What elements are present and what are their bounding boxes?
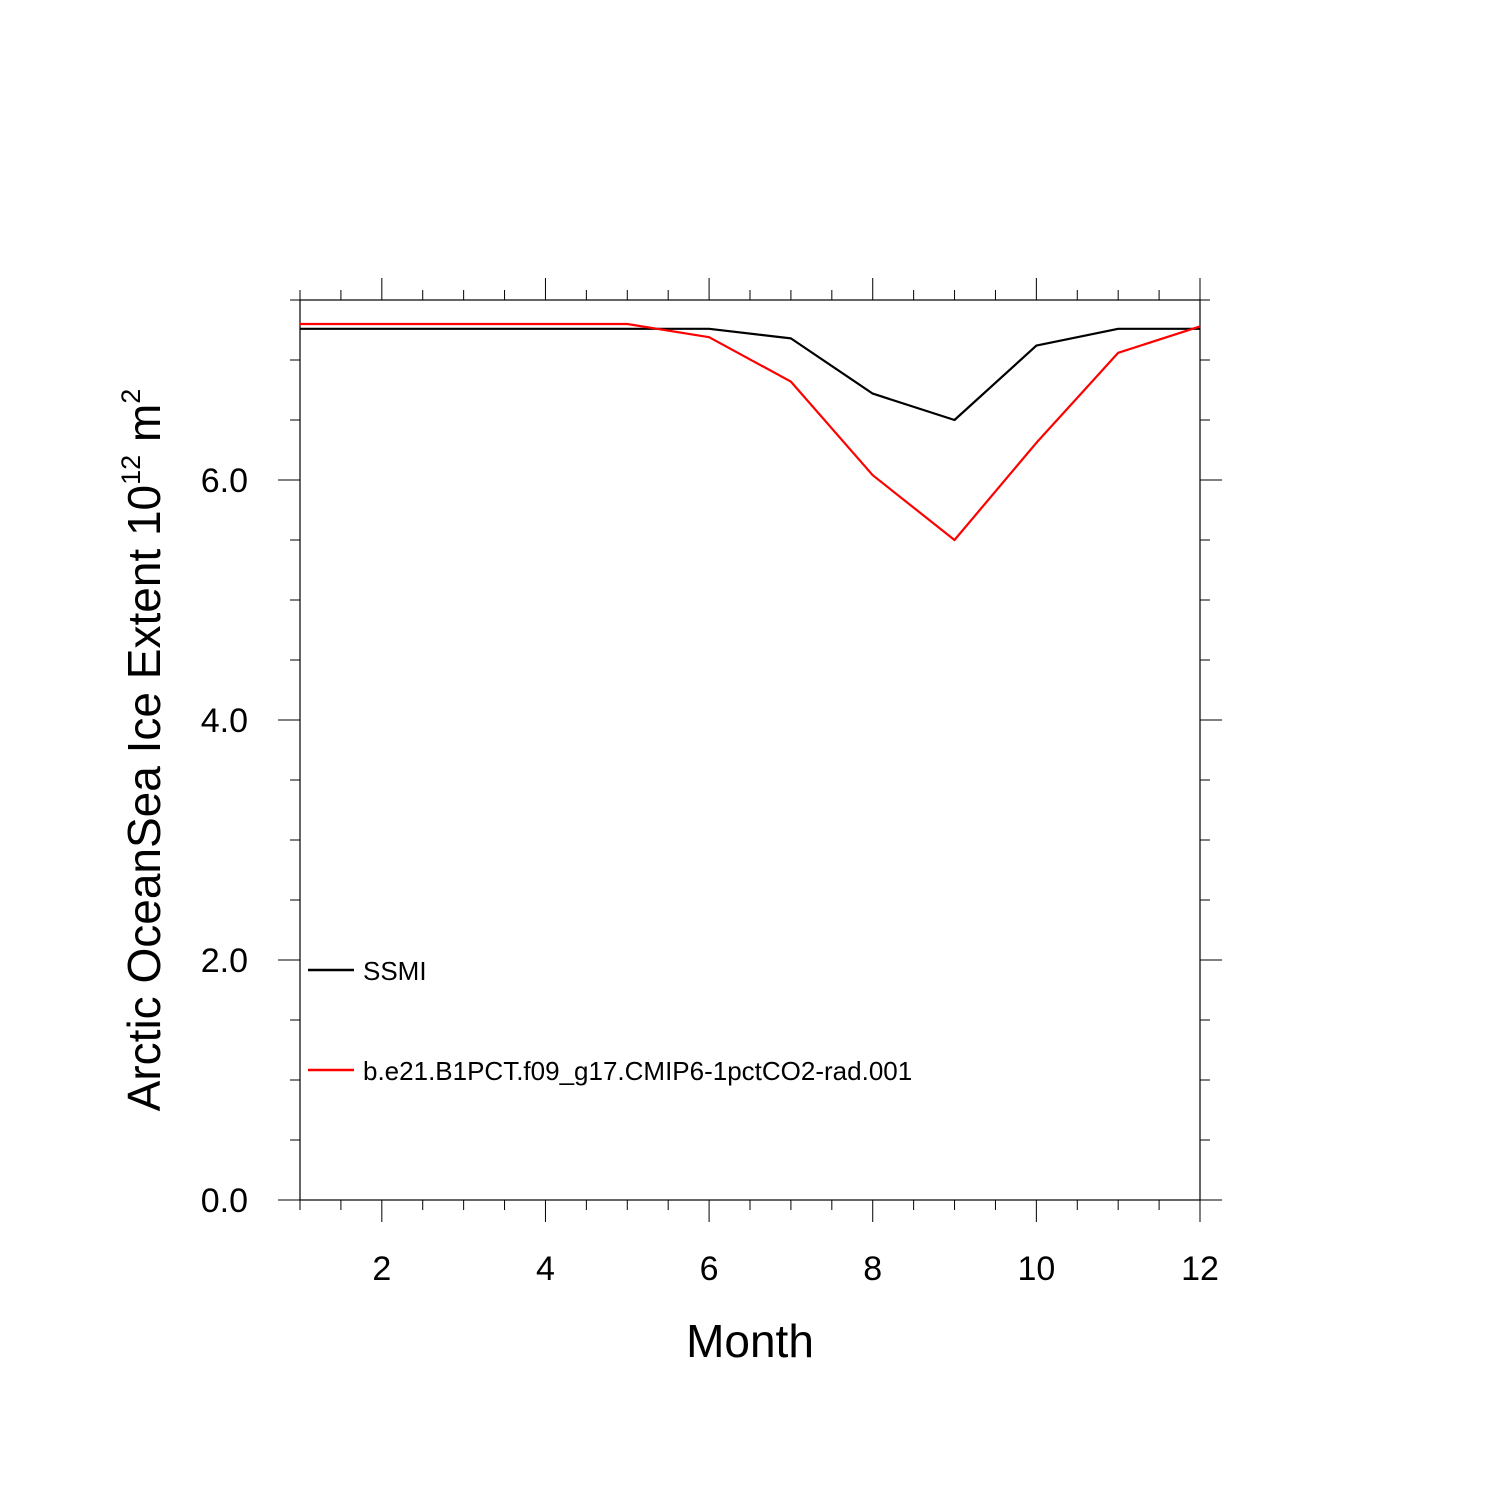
x-tick-label: 12 <box>1181 1250 1219 1288</box>
series-line-model <box>300 322 1201 542</box>
y-tick-label: 4.0 <box>201 702 248 740</box>
legend-label-model: b.e21.B1PCT.f09_g17.CMIP6-1pctCO2-rad.00… <box>363 1056 912 1086</box>
legend: SSMI b.e21.B1PCT.f09_g17.CMIP6-1pctCO2-r… <box>308 956 912 1086</box>
y-axis-title-main: Arctic OceanSea Ice Extent 10 <box>118 485 170 1111</box>
legend-label-ssmi: SSMI <box>363 956 427 986</box>
tick-labels: 2 4 6 8 10 12 0.0 2.0 4.0 6.0 <box>201 462 1219 1288</box>
y-tick-label: 6.0 <box>201 462 248 500</box>
y-tick-label: 2.0 <box>201 942 248 980</box>
axis-ticks <box>278 278 1222 1222</box>
y-axis-title-exponent-1: 12 <box>116 455 146 485</box>
y-axis-title-unit: m <box>118 404 170 455</box>
y-axis-title: Arctic OceanSea Ice Extent 1012 m2 <box>116 389 170 1112</box>
x-tick-label: 10 <box>1017 1250 1055 1288</box>
x-tick-label: 6 <box>700 1250 719 1288</box>
x-tick-label: 2 <box>372 1250 391 1288</box>
y-tick-label: 0.0 <box>201 1182 248 1220</box>
series-lines <box>300 322 1201 542</box>
x-axis-title: Month <box>686 1315 814 1367</box>
y-axis-title-exponent-2: 2 <box>116 389 146 404</box>
series-line-ssmi <box>300 327 1200 422</box>
x-tick-label: 8 <box>863 1250 882 1288</box>
x-tick-label: 4 <box>536 1250 555 1288</box>
